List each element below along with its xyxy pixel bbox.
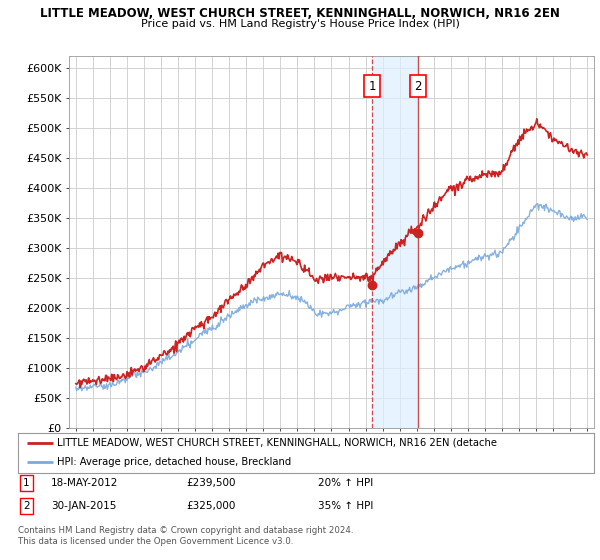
Text: 2: 2 xyxy=(23,501,29,511)
Text: 2: 2 xyxy=(415,80,422,92)
Text: HPI: Average price, detached house, Breckland: HPI: Average price, detached house, Brec… xyxy=(57,458,292,467)
Text: Contains HM Land Registry data © Crown copyright and database right 2024.
This d: Contains HM Land Registry data © Crown c… xyxy=(18,526,353,546)
Text: £325,000: £325,000 xyxy=(186,501,235,511)
Text: LITTLE MEADOW, WEST CHURCH STREET, KENNINGHALL, NORWICH, NR16 2EN (detache: LITTLE MEADOW, WEST CHURCH STREET, KENNI… xyxy=(57,438,497,448)
Text: £239,500: £239,500 xyxy=(186,478,235,488)
Text: 18-MAY-2012: 18-MAY-2012 xyxy=(51,478,118,488)
Text: 1: 1 xyxy=(23,478,29,488)
Text: LITTLE MEADOW, WEST CHURCH STREET, KENNINGHALL, NORWICH, NR16 2EN: LITTLE MEADOW, WEST CHURCH STREET, KENNI… xyxy=(40,7,560,20)
Text: Price paid vs. HM Land Registry's House Price Index (HPI): Price paid vs. HM Land Registry's House … xyxy=(140,19,460,29)
Text: 1: 1 xyxy=(368,80,376,92)
Text: 30-JAN-2015: 30-JAN-2015 xyxy=(51,501,116,511)
Text: 20% ↑ HPI: 20% ↑ HPI xyxy=(318,478,373,488)
Text: 35% ↑ HPI: 35% ↑ HPI xyxy=(318,501,373,511)
